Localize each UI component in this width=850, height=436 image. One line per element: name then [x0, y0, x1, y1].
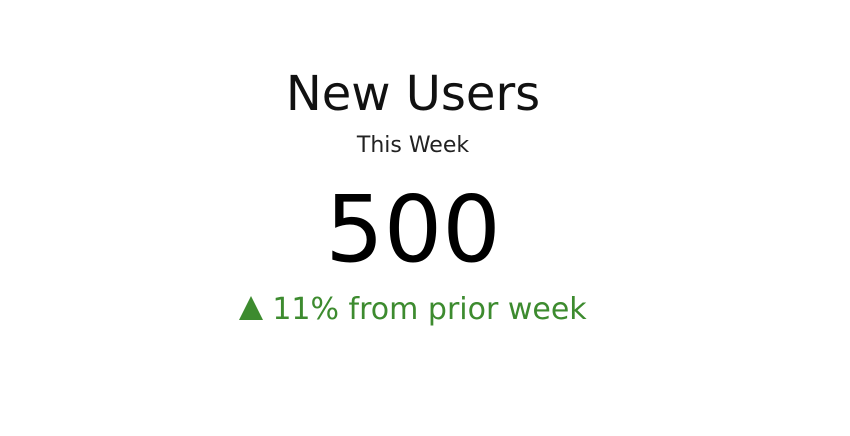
kpi-title: New Users	[285, 66, 541, 122]
kpi-change-indicator: 11% from prior week	[0, 291, 826, 329]
kpi-period-subtitle: This Week	[356, 133, 470, 158]
triangle-up-icon	[239, 296, 264, 320]
kpi-change-text: 11% from prior week	[272, 292, 587, 327]
kpi-value: 500	[325, 176, 501, 283]
